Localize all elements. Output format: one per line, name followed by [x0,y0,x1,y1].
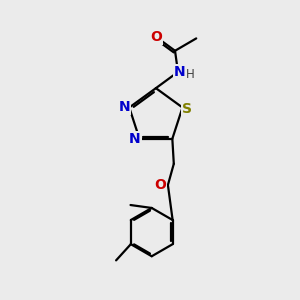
Text: N: N [129,132,141,146]
Text: S: S [182,102,192,116]
Text: N: N [119,100,131,115]
Text: N: N [173,65,185,79]
Text: O: O [150,30,162,44]
Text: H: H [186,68,195,81]
Text: O: O [154,178,166,192]
